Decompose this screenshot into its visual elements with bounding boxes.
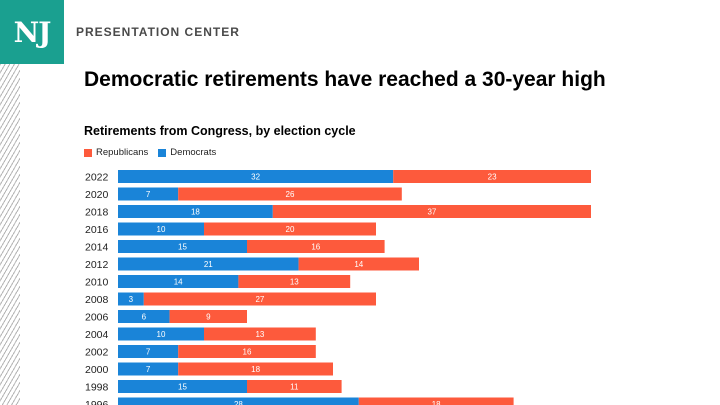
bar-republicans-2008 bbox=[143, 292, 376, 306]
data-label-republicans-2006: 9 bbox=[206, 313, 211, 322]
category-label-2016: 2016 bbox=[85, 224, 109, 236]
bar-republicans-1996 bbox=[358, 397, 514, 405]
bar-republicans-2022 bbox=[393, 170, 591, 183]
bar-republicans-2010 bbox=[238, 275, 351, 288]
data-label-republicans-2022: 23 bbox=[488, 173, 497, 182]
bar-democrats-2020 bbox=[118, 187, 179, 201]
data-label-democrats-2018: 18 bbox=[191, 208, 200, 217]
bar-democrats-2002 bbox=[118, 345, 179, 358]
bar-republicans-2002 bbox=[178, 345, 316, 358]
legend-swatch-democrats bbox=[158, 148, 167, 157]
data-label-republicans-2010: 13 bbox=[290, 278, 299, 287]
category-label-2002: 2002 bbox=[85, 347, 109, 359]
bar-democrats-2004 bbox=[118, 327, 204, 341]
chart-legend: Republicans Democrats bbox=[84, 147, 216, 158]
category-label-2020: 2020 bbox=[85, 189, 109, 201]
data-label-republicans-1998: 11 bbox=[290, 383, 299, 392]
data-label-democrats-2010: 14 bbox=[174, 278, 183, 287]
bar-democrats-2018 bbox=[118, 205, 273, 218]
data-label-republicans-2004: 13 bbox=[255, 330, 264, 339]
data-label-republicans-2020: 26 bbox=[286, 190, 295, 199]
category-label-2022: 2022 bbox=[85, 172, 109, 184]
legend-item-republicans: Republicans bbox=[84, 147, 148, 158]
data-label-democrats-2008: 3 bbox=[129, 295, 134, 304]
bar-democrats-1998 bbox=[118, 380, 247, 393]
data-label-democrats-2000: 7 bbox=[146, 365, 151, 374]
category-label-1998: 1998 bbox=[85, 382, 109, 394]
bar-democrats-2016 bbox=[118, 222, 204, 236]
data-label-democrats-2014: 15 bbox=[178, 243, 187, 252]
category-label-2018: 2018 bbox=[85, 207, 109, 219]
category-label-2012: 2012 bbox=[85, 259, 109, 271]
data-label-republicans-2000: 18 bbox=[251, 365, 260, 374]
data-label-democrats-2004: 10 bbox=[157, 330, 166, 339]
data-label-republicans-2002: 16 bbox=[243, 348, 252, 357]
data-label-democrats-1998: 15 bbox=[178, 383, 187, 392]
category-label-2014: 2014 bbox=[85, 242, 109, 254]
bar-democrats-2012 bbox=[118, 257, 299, 271]
legend-label-republicans: Republicans bbox=[96, 147, 149, 158]
data-label-democrats-2020: 7 bbox=[146, 190, 151, 199]
bar-republicans-2000 bbox=[178, 362, 333, 376]
data-label-republicans-2008: 27 bbox=[255, 295, 264, 304]
chart-title: Democratic retirements have reached a 30… bbox=[84, 68, 606, 91]
bar-republicans-2020 bbox=[178, 187, 402, 201]
data-label-democrats-1996: 28 bbox=[234, 400, 243, 405]
data-label-democrats-2016: 10 bbox=[157, 225, 166, 234]
data-label-republicans-2016: 20 bbox=[286, 225, 295, 234]
bar-republicans-1998 bbox=[247, 380, 342, 393]
category-label-2000: 2000 bbox=[85, 364, 109, 376]
bar-republicans-2004 bbox=[204, 327, 316, 341]
category-label-1996: 1996 bbox=[85, 399, 109, 405]
data-label-democrats-2006: 6 bbox=[142, 313, 147, 322]
decorative-hatch bbox=[0, 64, 20, 405]
section-label: PRESENTATION CENTER bbox=[76, 25, 240, 39]
nj-logo: NJ bbox=[0, 0, 64, 64]
data-label-democrats-2022: 32 bbox=[251, 173, 260, 182]
category-label-2006: 2006 bbox=[85, 312, 109, 324]
data-label-republicans-2012: 14 bbox=[354, 260, 363, 269]
data-label-republicans-1996: 18 bbox=[432, 400, 441, 405]
bar-democrats-1996 bbox=[118, 397, 359, 405]
bar-republicans-2014 bbox=[247, 240, 385, 253]
bar-democrats-2008 bbox=[118, 292, 144, 306]
bar-republicans-2006 bbox=[169, 310, 247, 323]
bar-democrats-2006 bbox=[118, 310, 170, 323]
bar-republicans-2018 bbox=[272, 205, 591, 218]
data-label-republicans-2018: 37 bbox=[427, 208, 436, 217]
bar-republicans-2012 bbox=[298, 257, 419, 271]
data-label-republicans-2014: 16 bbox=[311, 243, 320, 252]
category-label-2010: 2010 bbox=[85, 277, 109, 289]
data-label-democrats-2012: 21 bbox=[204, 260, 213, 269]
legend-label-democrats: Democrats bbox=[170, 147, 217, 158]
legend-item-democrats: Democrats bbox=[158, 147, 216, 158]
bar-republicans-2016 bbox=[204, 222, 376, 236]
bar-democrats-2022 bbox=[118, 170, 394, 183]
category-label-2008: 2008 bbox=[85, 294, 109, 306]
bar-democrats-2014 bbox=[118, 240, 247, 253]
legend-swatch-republicans bbox=[84, 148, 92, 157]
bar-democrats-2010 bbox=[118, 275, 239, 288]
chart-subtitle: Retirements from Congress, by election c… bbox=[84, 124, 356, 138]
data-label-democrats-2002: 7 bbox=[146, 348, 151, 357]
category-label-2004: 2004 bbox=[85, 329, 109, 341]
bar-democrats-2000 bbox=[118, 362, 179, 376]
